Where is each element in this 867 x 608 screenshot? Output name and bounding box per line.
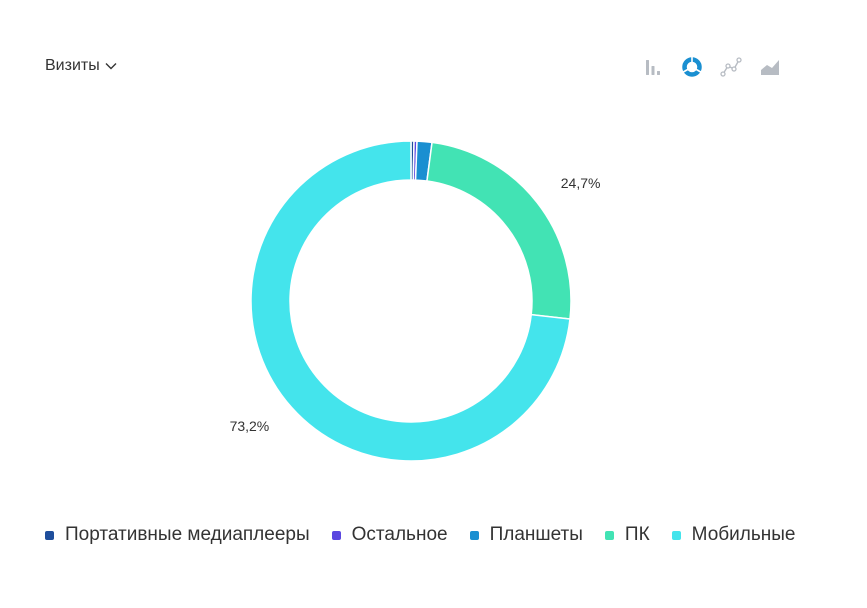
legend-swatch <box>331 530 341 540</box>
donut-chart-icon <box>682 57 702 77</box>
legend-swatch <box>469 530 479 540</box>
legend-label: Мобильные <box>691 524 796 545</box>
line-chart-button[interactable] <box>720 56 742 78</box>
area-chart-button[interactable] <box>759 56 781 78</box>
bar-chart-icon <box>646 60 660 75</box>
legend-label: Остальное <box>351 524 448 545</box>
legend-label: Портативные медиаплееры <box>65 524 310 545</box>
legend-swatch <box>604 530 614 540</box>
legend-label: ПК <box>624 524 650 545</box>
chart-legend: Портативные медиаплееры Остальное Планшеты… <box>45 524 845 546</box>
legend-item[interactable]: Планшеты <box>469 524 583 546</box>
legend-swatch <box>671 530 681 540</box>
legend-item[interactable]: Остальное <box>331 524 448 546</box>
metric-label: Визиты <box>45 57 100 74</box>
donut-slice[interactable] <box>250 140 571 462</box>
legend-swatch <box>45 530 54 540</box>
slice-percent-label: 73,2% <box>230 418 270 434</box>
bar-chart-button[interactable] <box>642 56 664 78</box>
line-chart-icon <box>720 57 742 77</box>
donut-chart-button[interactable] <box>681 56 703 78</box>
metric-dropdown[interactable]: Визиты <box>45 57 117 75</box>
legend-item[interactable]: Мобильные <box>671 524 796 546</box>
chart-type-switcher <box>642 56 781 78</box>
slice-percent-label: 24,7% <box>561 175 601 191</box>
area-chart-icon <box>761 60 779 75</box>
donut-slice[interactable] <box>426 141 572 320</box>
legend-item[interactable]: ПК <box>604 524 650 546</box>
chevron-down-icon <box>105 63 117 70</box>
legend-label: Планшеты <box>489 524 583 545</box>
legend-item[interactable]: Портативные медиаплееры <box>45 524 310 546</box>
